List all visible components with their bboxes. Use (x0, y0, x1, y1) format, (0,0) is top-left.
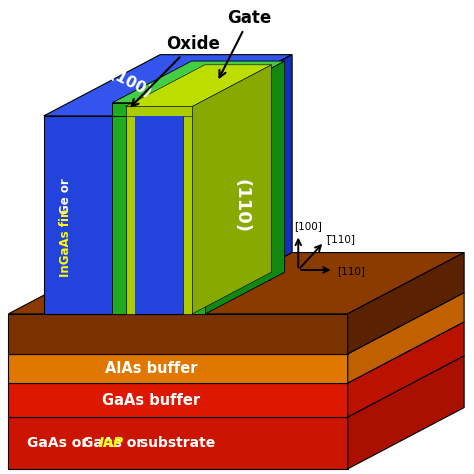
Polygon shape (9, 383, 348, 417)
Polygon shape (348, 292, 464, 383)
Polygon shape (9, 354, 348, 383)
Polygon shape (126, 107, 135, 314)
Polygon shape (348, 322, 464, 417)
Text: GaAs or: GaAs or (82, 436, 148, 450)
Polygon shape (9, 356, 464, 417)
Text: [̅110]: [̅110] (328, 234, 356, 245)
Polygon shape (44, 55, 292, 116)
Text: AlAs buffer: AlAs buffer (105, 361, 197, 376)
Polygon shape (126, 107, 192, 116)
Polygon shape (9, 314, 348, 354)
Polygon shape (126, 65, 272, 107)
Polygon shape (206, 61, 285, 314)
Text: (100): (100) (107, 67, 154, 100)
Text: (110): (110) (232, 179, 250, 233)
Polygon shape (9, 292, 464, 354)
Polygon shape (112, 103, 206, 116)
Polygon shape (176, 55, 292, 314)
Polygon shape (112, 103, 126, 314)
Text: [110]: [110] (337, 266, 365, 276)
Text: Gate: Gate (219, 9, 272, 77)
Polygon shape (240, 82, 270, 280)
Text: InGaAs fin: InGaAs fin (58, 209, 72, 277)
Polygon shape (192, 65, 272, 314)
Text: Ge or: Ge or (58, 173, 72, 214)
Polygon shape (348, 253, 464, 354)
Text: Oxide: Oxide (132, 35, 220, 106)
Polygon shape (192, 103, 206, 314)
Text: substrate: substrate (135, 436, 215, 450)
Polygon shape (112, 61, 285, 103)
Polygon shape (9, 417, 348, 469)
Polygon shape (348, 356, 464, 469)
Text: [100]: [100] (294, 221, 322, 231)
Polygon shape (183, 107, 192, 314)
Polygon shape (9, 322, 464, 383)
Polygon shape (135, 116, 183, 314)
Text: GaAs buffer: GaAs buffer (102, 392, 200, 408)
Text: InP: InP (99, 436, 124, 450)
Text: GaAs or: GaAs or (27, 436, 93, 450)
Polygon shape (9, 253, 464, 314)
Polygon shape (44, 116, 176, 314)
